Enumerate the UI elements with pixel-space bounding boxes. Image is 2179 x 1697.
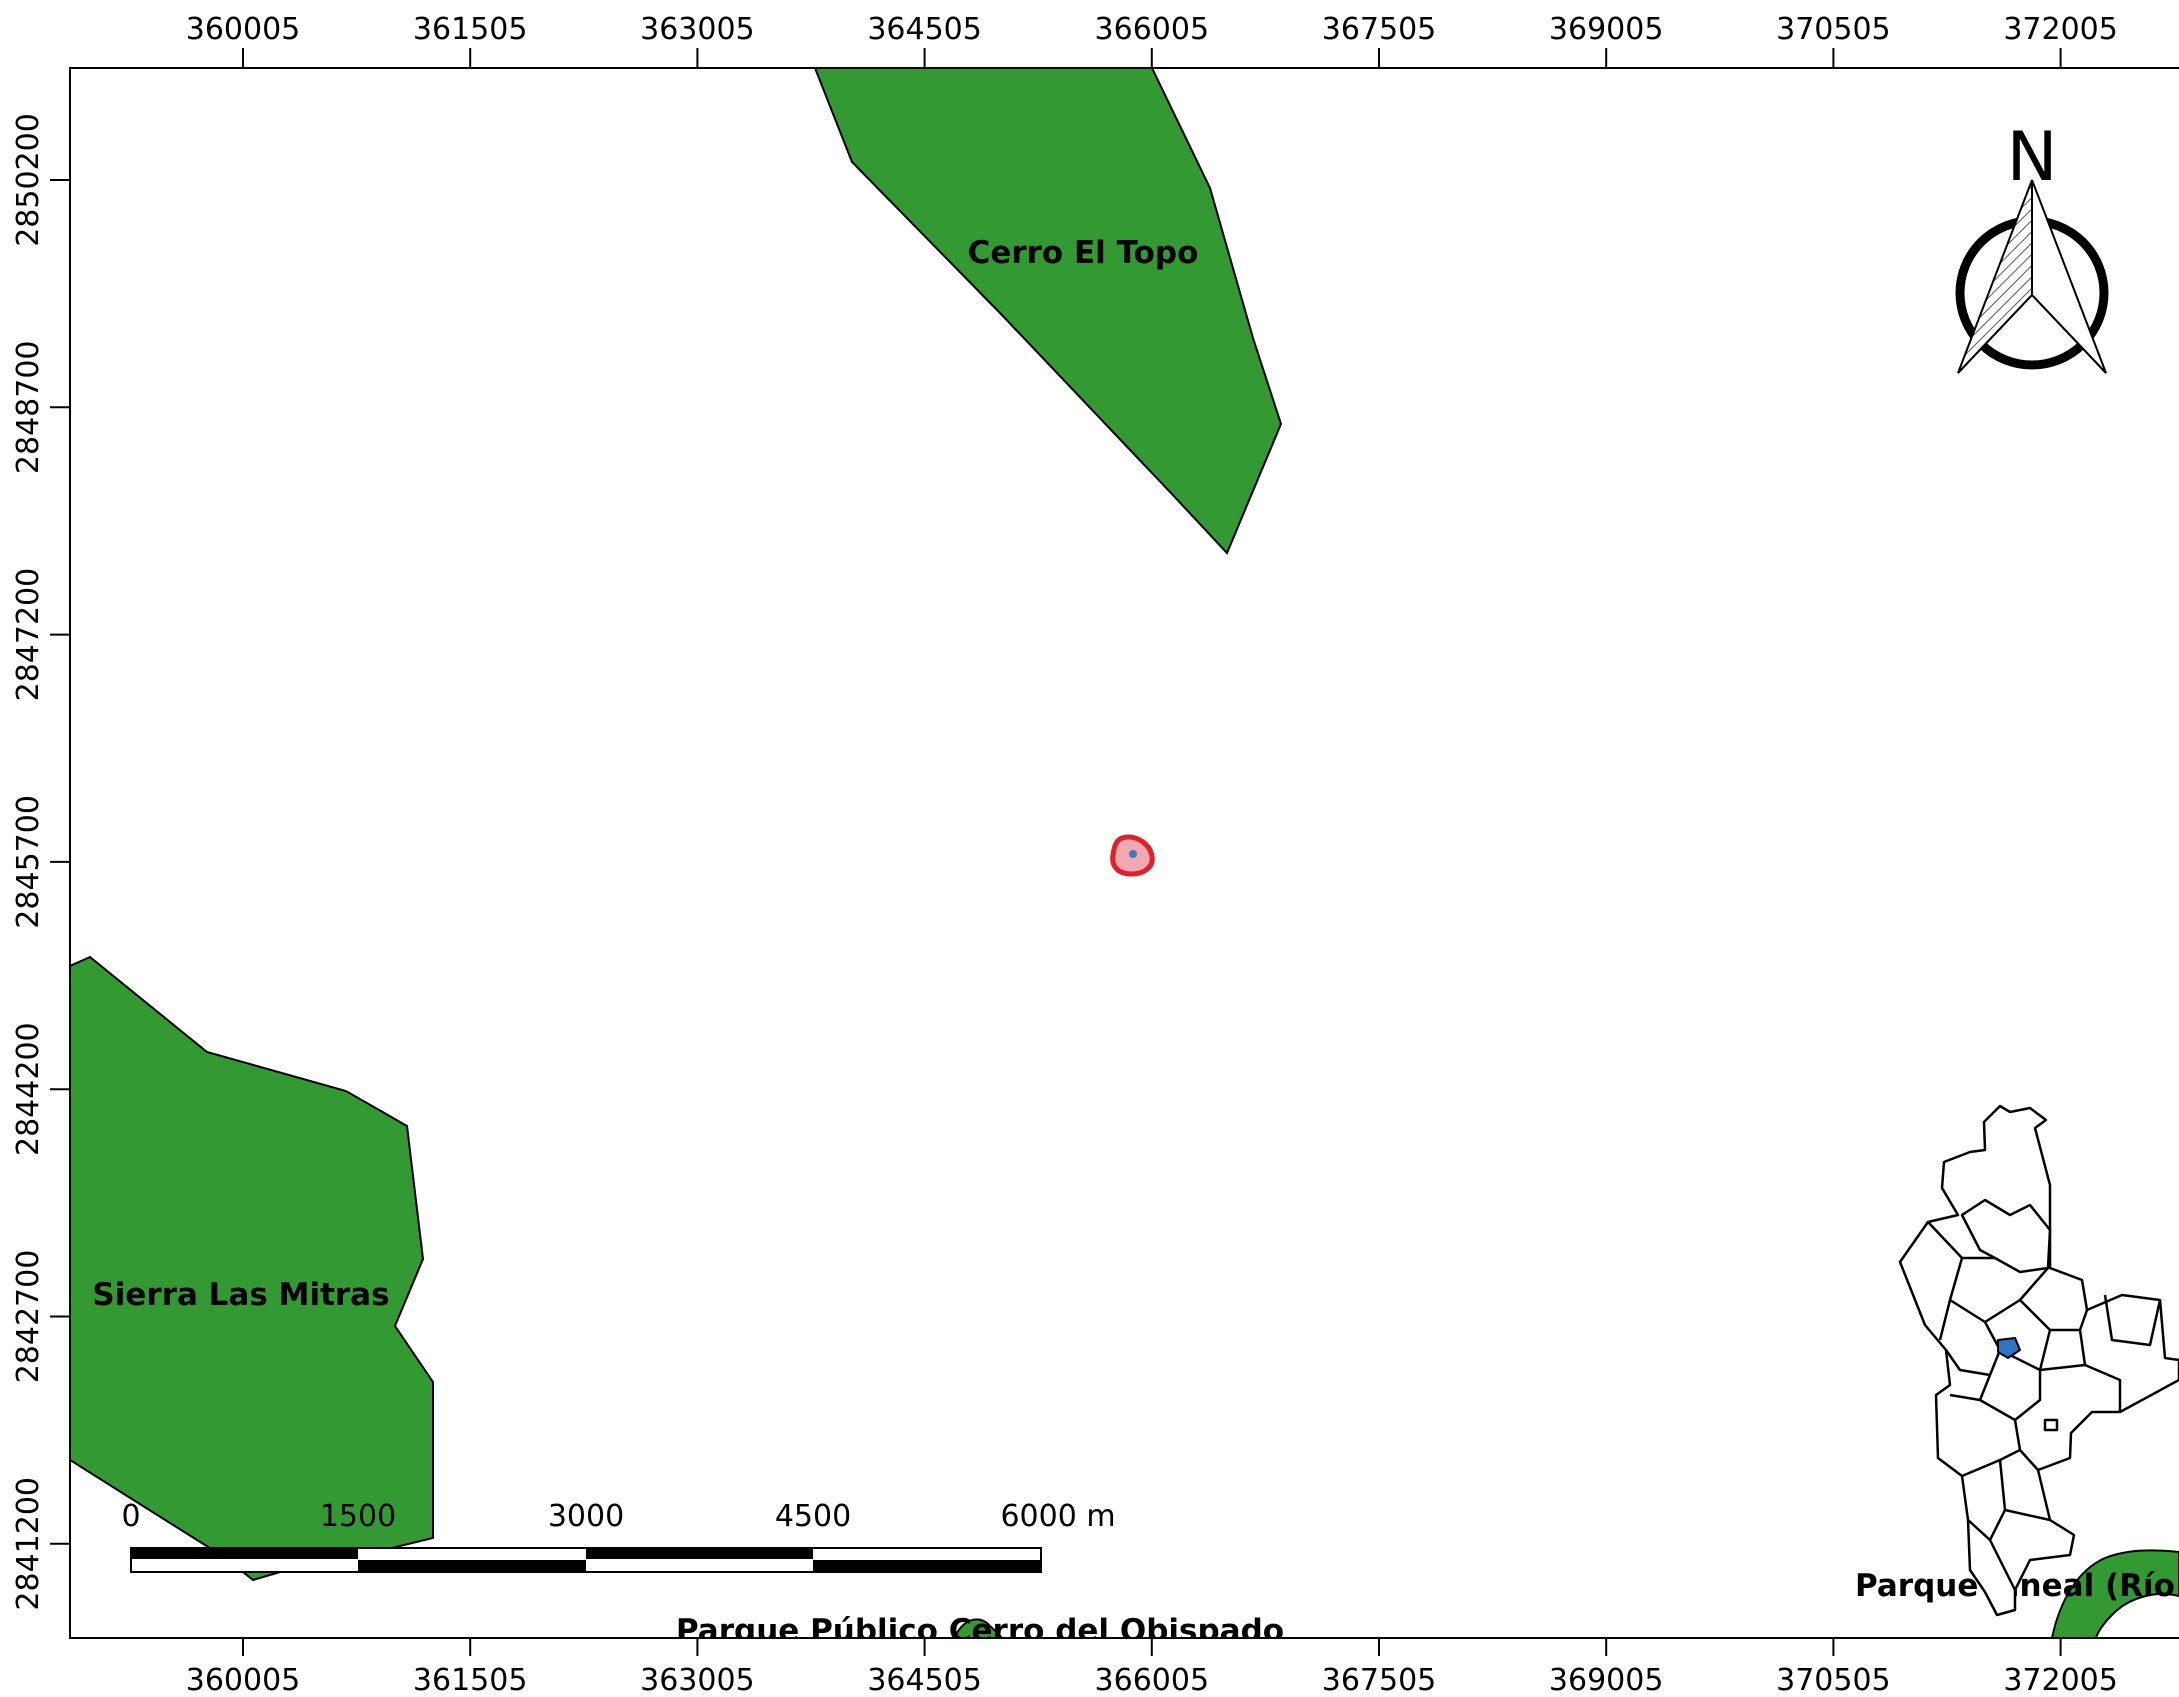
x-tick-bottom-label: 364505 xyxy=(867,1663,982,1697)
x-tick-top-label: 361505 xyxy=(413,12,528,47)
y-tick-label: 2845700 xyxy=(11,795,46,929)
north-arrow-right-half xyxy=(2031,179,2107,374)
x-tick-bottom-label: 372005 xyxy=(2003,1663,2118,1697)
scale-label-1500: 1500 xyxy=(320,1499,396,1534)
scale-label-4500: 4500 xyxy=(775,1499,851,1534)
x-tick-bottom-label: 366005 xyxy=(1095,1663,1210,1697)
scale-bar: 0 1500 3000 4500 6000 m xyxy=(121,1499,1116,1573)
x-axis-ticks-bottom: 360005 361505 363005 364505 366005 367505 3690… xyxy=(186,1638,2118,1697)
study-site-marker xyxy=(1110,834,1155,877)
sierra-las-mitras-area xyxy=(70,955,434,1582)
north-arrow: N xyxy=(1955,118,2109,374)
parque-obispado-label: Parque Público Cerro del Obispado xyxy=(676,1613,1284,1649)
y-tick-label: 2841200 xyxy=(11,1477,46,1611)
x-tick-bottom-label: 361505 xyxy=(413,1663,528,1697)
x-axis-ticks-top: 360005 361505 363005 364505 366005 367505 3690… xyxy=(186,12,2118,68)
x-tick-bottom-label: 367505 xyxy=(1322,1663,1437,1697)
scale-label-6000: 6000 m xyxy=(1000,1499,1115,1534)
x-tick-top-label: 364505 xyxy=(867,12,982,47)
x-tick-bottom-label: 370505 xyxy=(1776,1663,1891,1697)
y-tick-label: 2844200 xyxy=(11,1022,46,1156)
x-tick-bottom-label: 363005 xyxy=(640,1663,755,1697)
cerro-el-topo-area xyxy=(813,68,1283,555)
y-tick-label: 2848700 xyxy=(11,340,46,474)
y-axis-ticks-left: 2850200 2848700 2847200 2845700 2844200 28427… xyxy=(11,113,70,1611)
inset-locator-map xyxy=(1898,1104,2179,1617)
y-tick-label: 2850200 xyxy=(11,113,46,247)
north-arrow-left-half xyxy=(1957,179,2033,374)
sierra-las-mitras-label: Sierra Las Mitras xyxy=(92,1277,389,1313)
y-tick-label: 2842700 xyxy=(11,1250,46,1384)
x-tick-top-label: 367505 xyxy=(1322,12,1437,47)
x-tick-top-label: 363005 xyxy=(640,12,755,47)
map-frame xyxy=(69,67,2179,1639)
x-tick-top-label: 366005 xyxy=(1095,12,1210,47)
x-tick-bottom-label: 360005 xyxy=(186,1663,301,1697)
scale-label-3000: 3000 xyxy=(548,1499,624,1534)
x-tick-top-label: 372005 xyxy=(2003,12,2118,47)
y-tick-label: 2847200 xyxy=(11,568,46,702)
scale-label-0: 0 xyxy=(121,1499,140,1534)
map-content: Cerro El Topo Sierra Las Mitras Parque P… xyxy=(70,68,2179,1649)
x-tick-bottom-label: 369005 xyxy=(1549,1663,1664,1697)
x-tick-top-label: 369005 xyxy=(1549,12,1664,47)
cerro-el-topo-label: Cerro El Topo xyxy=(968,235,1199,271)
x-tick-top-label: 370505 xyxy=(1776,12,1891,47)
x-tick-top-label: 360005 xyxy=(186,12,301,47)
parque-obispado-area xyxy=(953,1618,1004,1638)
